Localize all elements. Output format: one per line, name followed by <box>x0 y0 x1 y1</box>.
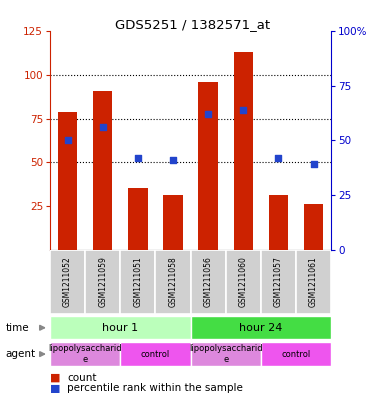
Text: GSM1211052: GSM1211052 <box>63 257 72 307</box>
Bar <box>58 112 77 250</box>
Bar <box>128 189 147 250</box>
Point <box>275 155 281 161</box>
Text: ■: ■ <box>50 383 60 393</box>
Text: ■: ■ <box>50 373 60 383</box>
Text: GSM1211061: GSM1211061 <box>309 257 318 307</box>
FancyBboxPatch shape <box>191 250 226 314</box>
FancyBboxPatch shape <box>50 316 191 340</box>
Text: time: time <box>6 323 29 333</box>
FancyBboxPatch shape <box>85 250 121 314</box>
Text: GDS5251 / 1382571_at: GDS5251 / 1382571_at <box>115 18 270 31</box>
Point <box>170 157 176 163</box>
Point <box>240 107 246 113</box>
Text: lipopolysaccharid
e: lipopolysaccharid e <box>189 344 263 364</box>
FancyBboxPatch shape <box>120 342 191 366</box>
Text: agent: agent <box>6 349 36 359</box>
Text: control: control <box>141 350 170 358</box>
Bar <box>269 195 288 250</box>
FancyBboxPatch shape <box>50 342 120 366</box>
Point <box>65 137 71 143</box>
Text: GSM1211057: GSM1211057 <box>274 257 283 307</box>
Point <box>100 124 106 130</box>
Text: count: count <box>67 373 97 383</box>
FancyBboxPatch shape <box>156 250 191 314</box>
Text: GSM1211059: GSM1211059 <box>98 257 107 307</box>
FancyBboxPatch shape <box>191 342 261 366</box>
FancyBboxPatch shape <box>50 250 85 314</box>
Bar <box>304 204 323 250</box>
Text: control: control <box>281 350 311 358</box>
Text: percentile rank within the sample: percentile rank within the sample <box>67 383 243 393</box>
Text: lipopolysaccharid
e: lipopolysaccharid e <box>49 344 122 364</box>
Text: GSM1211060: GSM1211060 <box>239 257 248 307</box>
Bar <box>234 52 253 250</box>
Text: GSM1211056: GSM1211056 <box>204 257 213 307</box>
FancyBboxPatch shape <box>261 250 296 314</box>
FancyBboxPatch shape <box>226 250 261 314</box>
Text: hour 1: hour 1 <box>102 323 138 333</box>
FancyBboxPatch shape <box>121 250 156 314</box>
Point <box>135 155 141 161</box>
Text: hour 24: hour 24 <box>239 323 283 333</box>
Bar <box>163 195 182 250</box>
FancyBboxPatch shape <box>261 342 331 366</box>
Text: GSM1211051: GSM1211051 <box>133 257 142 307</box>
Point <box>205 111 211 118</box>
FancyBboxPatch shape <box>296 250 331 314</box>
Text: GSM1211058: GSM1211058 <box>169 257 177 307</box>
FancyBboxPatch shape <box>191 316 331 340</box>
Bar <box>199 82 218 250</box>
Point <box>310 162 316 168</box>
Bar <box>93 91 112 250</box>
